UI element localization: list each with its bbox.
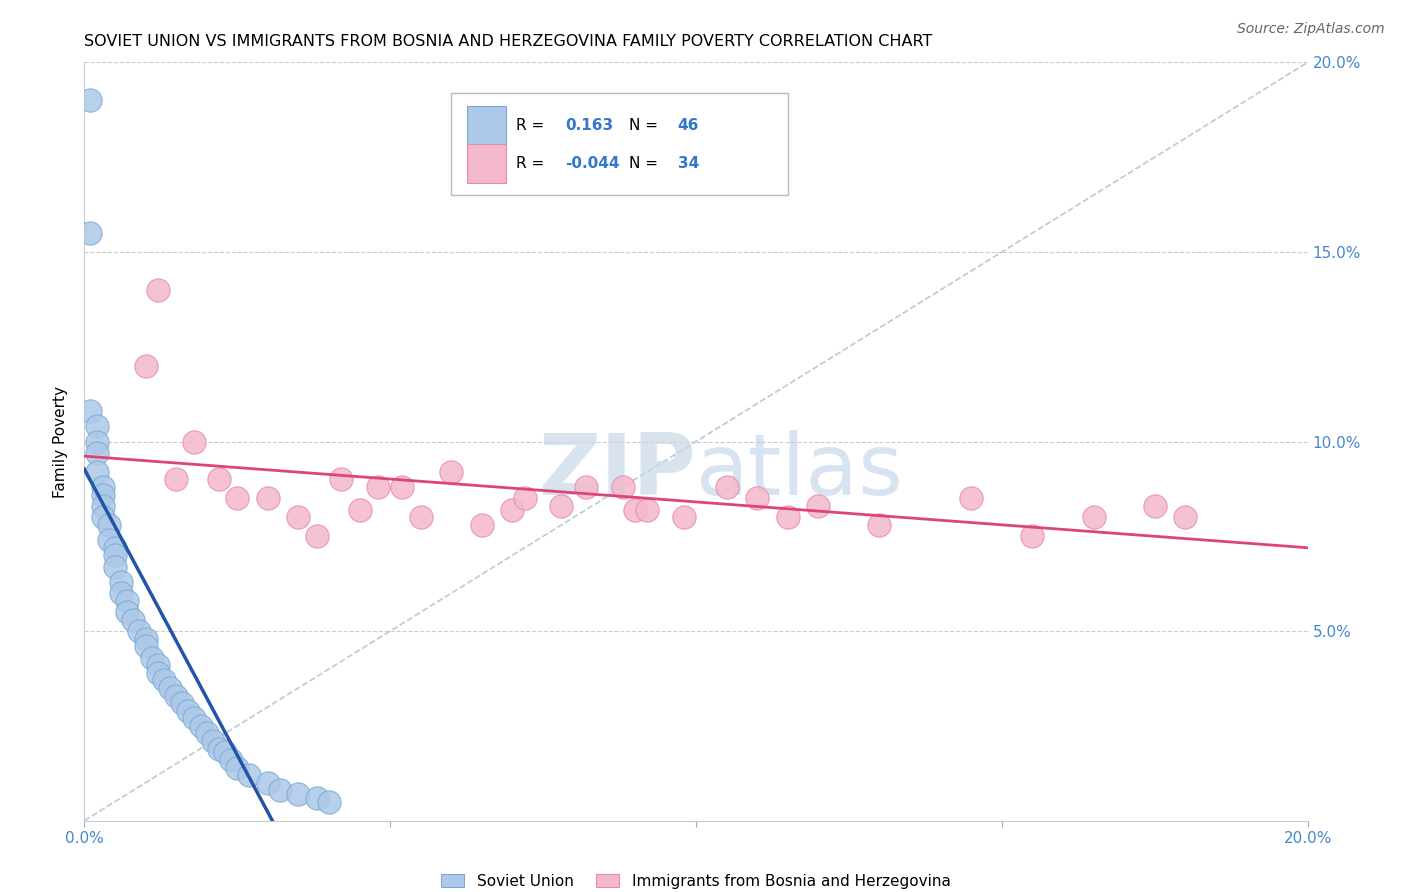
Point bbox=[440, 465, 463, 479]
Point bbox=[146, 665, 169, 680]
Point bbox=[135, 632, 157, 646]
Point bbox=[115, 605, 138, 619]
Point bbox=[257, 776, 280, 790]
Point bbox=[672, 510, 695, 524]
Point bbox=[159, 681, 181, 695]
Point bbox=[183, 711, 205, 725]
Point bbox=[513, 491, 536, 506]
Point bbox=[330, 473, 353, 487]
Point bbox=[409, 510, 432, 524]
Point bbox=[869, 517, 891, 532]
Point bbox=[190, 719, 212, 733]
Point bbox=[214, 746, 236, 760]
Point bbox=[287, 787, 309, 801]
Point bbox=[91, 488, 114, 502]
Y-axis label: Family Poverty: Family Poverty bbox=[53, 385, 69, 498]
Point bbox=[110, 586, 132, 600]
Point bbox=[471, 517, 494, 532]
Legend: Soviet Union, Immigrants from Bosnia and Herzegovina: Soviet Union, Immigrants from Bosnia and… bbox=[441, 874, 950, 888]
Point bbox=[183, 434, 205, 449]
Point bbox=[195, 726, 218, 740]
Point bbox=[575, 480, 598, 494]
Point bbox=[141, 650, 163, 665]
Point bbox=[636, 503, 658, 517]
Point bbox=[122, 613, 145, 627]
Point bbox=[367, 480, 389, 494]
Point bbox=[226, 491, 249, 506]
FancyBboxPatch shape bbox=[467, 144, 506, 183]
Text: R =: R = bbox=[516, 118, 550, 133]
Point bbox=[86, 446, 108, 460]
Point bbox=[305, 529, 328, 543]
Point bbox=[747, 491, 769, 506]
Text: 34: 34 bbox=[678, 156, 699, 170]
Point bbox=[550, 499, 572, 513]
Point bbox=[238, 768, 260, 782]
Point bbox=[305, 791, 328, 805]
Point bbox=[110, 574, 132, 589]
Text: Source: ZipAtlas.com: Source: ZipAtlas.com bbox=[1237, 22, 1385, 37]
Point bbox=[208, 473, 231, 487]
Point bbox=[208, 741, 231, 756]
Point bbox=[1083, 510, 1105, 524]
Point bbox=[502, 503, 524, 517]
Point bbox=[219, 753, 242, 767]
Point bbox=[104, 548, 127, 563]
Text: SOVIET UNION VS IMMIGRANTS FROM BOSNIA AND HERZEGOVINA FAMILY POVERTY CORRELATIO: SOVIET UNION VS IMMIGRANTS FROM BOSNIA A… bbox=[84, 34, 932, 49]
Point bbox=[177, 704, 200, 718]
Point bbox=[226, 760, 249, 774]
Point bbox=[97, 533, 120, 548]
Point bbox=[135, 639, 157, 653]
Point bbox=[91, 499, 114, 513]
Point bbox=[349, 503, 371, 517]
Point bbox=[165, 473, 187, 487]
Point bbox=[391, 480, 413, 494]
Point bbox=[79, 404, 101, 418]
Point bbox=[135, 359, 157, 373]
Text: N =: N = bbox=[628, 156, 662, 170]
Point bbox=[612, 480, 634, 494]
Point bbox=[91, 510, 114, 524]
Point bbox=[165, 689, 187, 703]
Point bbox=[104, 541, 127, 555]
Point bbox=[79, 226, 101, 240]
FancyBboxPatch shape bbox=[451, 93, 787, 195]
Text: atlas: atlas bbox=[696, 430, 904, 514]
Point bbox=[807, 499, 830, 513]
Point bbox=[86, 434, 108, 449]
Point bbox=[172, 696, 194, 710]
Point bbox=[1143, 499, 1166, 513]
Point bbox=[1174, 510, 1197, 524]
Point bbox=[146, 658, 169, 673]
Text: R =: R = bbox=[516, 156, 550, 170]
Text: N =: N = bbox=[628, 118, 662, 133]
Text: 46: 46 bbox=[678, 118, 699, 133]
Point bbox=[115, 594, 138, 608]
Point bbox=[257, 491, 280, 506]
Point bbox=[318, 795, 340, 809]
Point bbox=[1021, 529, 1043, 543]
Point bbox=[97, 517, 120, 532]
FancyBboxPatch shape bbox=[467, 105, 506, 145]
Point bbox=[79, 94, 101, 108]
Point bbox=[287, 510, 309, 524]
Point bbox=[716, 480, 738, 494]
Point bbox=[86, 465, 108, 479]
Text: ZIP: ZIP bbox=[538, 430, 696, 514]
Point bbox=[624, 503, 647, 517]
Point bbox=[91, 480, 114, 494]
Point bbox=[128, 624, 150, 639]
Point bbox=[201, 734, 224, 748]
Point bbox=[960, 491, 983, 506]
Text: -0.044: -0.044 bbox=[565, 156, 620, 170]
Point bbox=[86, 419, 108, 434]
Point bbox=[269, 783, 291, 797]
Point bbox=[153, 673, 176, 688]
Text: 0.163: 0.163 bbox=[565, 118, 613, 133]
Point bbox=[104, 559, 127, 574]
Point bbox=[776, 510, 799, 524]
Point bbox=[146, 283, 169, 297]
